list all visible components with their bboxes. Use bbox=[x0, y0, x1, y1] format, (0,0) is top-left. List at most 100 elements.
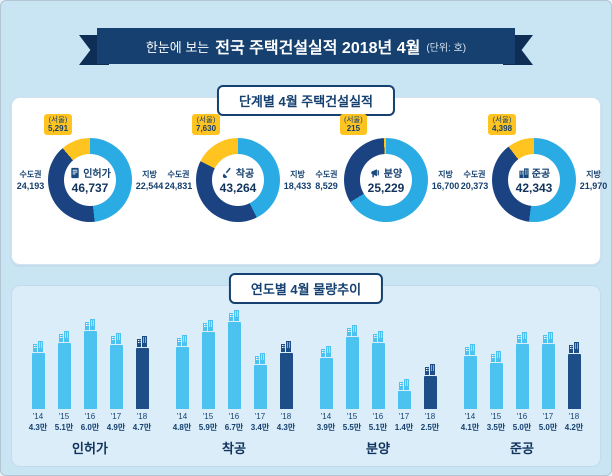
bar-column: '16 6.7만 bbox=[224, 308, 244, 433]
bar-column: '14 4.1만 bbox=[460, 308, 480, 433]
bar-stack bbox=[253, 308, 267, 409]
bar-stack bbox=[463, 308, 477, 409]
value-label: 5.5만 bbox=[342, 423, 362, 432]
bar bbox=[489, 363, 503, 409]
stage-total: 25,229 bbox=[367, 181, 405, 195]
capital-name: 수도권 bbox=[315, 170, 338, 179]
bar-column: '16 5.1만 bbox=[368, 308, 388, 433]
bar-stack bbox=[397, 308, 411, 409]
donut-center: 착공 43,264 bbox=[212, 154, 264, 206]
building-icon bbox=[280, 340, 292, 352]
region-value: 22,544 bbox=[135, 181, 164, 191]
value-label: 4.1만 bbox=[460, 423, 480, 432]
building-icon bbox=[58, 330, 70, 342]
year-label: '18 bbox=[136, 412, 148, 421]
region-value: 16,700 bbox=[431, 181, 460, 191]
capital-label: 수도권 24,193 bbox=[16, 169, 45, 191]
bar-column: '16 6.0만 bbox=[80, 308, 100, 433]
donut-center: 인허가 46,737 bbox=[64, 154, 116, 206]
stage-donut-permits: 수도권 24,193 (서울) 5,291 bbox=[16, 114, 164, 222]
stage-total: 43,264 bbox=[219, 181, 257, 195]
bar-stack bbox=[175, 308, 189, 409]
trend-group-permits: '14 4.3만 '15 5.1만 '16 6.0만 '17 4.9만 '18 4.7만 인허가 bbox=[18, 308, 162, 457]
bar-stack bbox=[567, 308, 581, 409]
bar-stack bbox=[227, 308, 241, 409]
bar-column: '16 5.0만 bbox=[512, 308, 532, 433]
region-name: 지방 bbox=[586, 170, 601, 179]
bar-column: '15 3.5만 bbox=[486, 308, 506, 433]
value-label: 5.9만 bbox=[198, 423, 218, 432]
building-icon bbox=[398, 378, 410, 390]
donut-ring: 준공 42,343 bbox=[492, 138, 576, 222]
capital-value: 20,373 bbox=[460, 181, 489, 191]
value-label: 5.0만 bbox=[512, 423, 532, 432]
shovel-icon bbox=[222, 167, 234, 179]
year-label: '16 bbox=[84, 412, 96, 421]
bar-column: '18 4.7만 bbox=[132, 308, 152, 433]
year-label: '15 bbox=[346, 412, 358, 421]
bar-stack bbox=[345, 308, 359, 409]
donut-ring: 착공 43,264 bbox=[196, 138, 280, 222]
value-label: 4.3만 bbox=[28, 423, 48, 432]
value-label: 5.0만 bbox=[538, 423, 558, 432]
region-label: 지방 18,433 bbox=[283, 169, 312, 191]
bar-stack bbox=[135, 308, 149, 409]
bar-stack bbox=[371, 308, 385, 409]
stage-section-title: 단계별 4월 주택건설실적 bbox=[216, 85, 396, 116]
year-label: '16 bbox=[372, 412, 384, 421]
bar bbox=[83, 331, 97, 409]
donut-chart-sales: (서울) 215 분양 25,229 bbox=[340, 114, 428, 222]
year-label: '15 bbox=[490, 412, 502, 421]
bar-column: '15 5.5만 bbox=[342, 308, 362, 433]
stage-section: 단계별 4월 주택건설실적 수도권 24,193 (서울) 5,291 bbox=[11, 85, 607, 265]
capital-value: 24,193 bbox=[16, 181, 45, 191]
bar-column: '15 5.1만 bbox=[54, 308, 74, 433]
trend-group-sales: '14 3.9만 '15 5.5만 '16 5.1만 '17 1.4만 '18 2.5만 분양 bbox=[306, 308, 450, 457]
building-icon bbox=[228, 309, 240, 321]
year-label: '14 bbox=[464, 412, 476, 421]
stage-name: 준공 bbox=[531, 169, 551, 180]
bar-stack bbox=[279, 308, 293, 409]
group-label: 준공 bbox=[510, 441, 534, 456]
building-icon bbox=[202, 319, 214, 331]
bar-stack bbox=[83, 308, 97, 409]
donut-chart-completions: (서울) 4,398 준공 42,343 bbox=[488, 114, 576, 222]
region-value: 18,433 bbox=[283, 181, 312, 191]
trend-group-starts: '14 4.8만 '15 5.9만 '16 6.7만 '17 3.4만 '18 4.3만 착공 bbox=[162, 308, 306, 457]
donut-center: 분양 25,229 bbox=[360, 154, 412, 206]
seoul-name: (서울) bbox=[48, 115, 68, 124]
building-icon bbox=[136, 335, 148, 347]
building-icon bbox=[516, 331, 528, 343]
value-label: 3.4만 bbox=[250, 423, 270, 432]
bar-stack bbox=[541, 308, 555, 409]
bar bbox=[175, 347, 189, 409]
value-label: 6.0만 bbox=[80, 423, 100, 432]
bar bbox=[567, 354, 581, 409]
value-label: 6.7만 bbox=[224, 423, 244, 432]
building-icon bbox=[176, 334, 188, 346]
bar-column: '17 5.0만 bbox=[538, 308, 558, 433]
donut-center: 준공 42,343 bbox=[508, 154, 560, 206]
bar bbox=[345, 337, 359, 409]
capital-label: 수도권 24,831 bbox=[164, 169, 193, 191]
page-title: 전국 주택건설실적 2018년 4월 bbox=[215, 40, 421, 57]
bar bbox=[371, 343, 385, 409]
bar-column: '14 4.3만 bbox=[28, 308, 48, 433]
capital-name: 수도권 bbox=[463, 170, 486, 179]
bar-chart-row: '14 4.3만 '15 5.1만 '16 6.0만 '17 4.9만 '18 4.7만 인허가 … bbox=[12, 286, 600, 457]
bar-stack bbox=[31, 308, 45, 409]
building-icon bbox=[32, 340, 44, 352]
bar bbox=[31, 353, 45, 409]
year-label: '16 bbox=[228, 412, 240, 421]
seoul-name: (서울) bbox=[344, 115, 363, 124]
stage-name: 착공 bbox=[235, 169, 255, 180]
group-label: 분양 bbox=[366, 441, 390, 456]
donut-row: 수도권 24,193 (서울) 5,291 bbox=[12, 98, 607, 222]
building-icon bbox=[542, 331, 554, 343]
region-label: 지방 22,544 bbox=[135, 169, 164, 191]
stage-name: 분양 bbox=[383, 169, 403, 180]
year-label: '15 bbox=[202, 412, 214, 421]
stage-donut-sales: 수도권 8,529 (서울) 215 bbox=[312, 114, 460, 222]
capital-value: 8,529 bbox=[315, 181, 338, 191]
building-icon bbox=[490, 350, 502, 362]
